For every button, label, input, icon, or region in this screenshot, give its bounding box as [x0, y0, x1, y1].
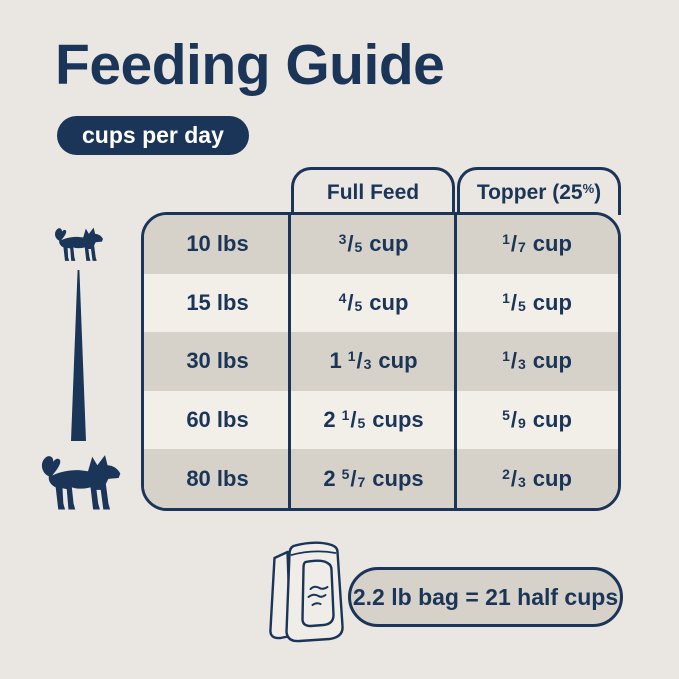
- weight-cell: 10 lbs: [186, 231, 249, 257]
- column-header-topper: Topper (25%): [457, 167, 621, 215]
- full-feed-cell: 3/5 cup: [338, 231, 409, 257]
- bag-yield-note: 2.2 lb bag = 21 half cups: [348, 567, 623, 627]
- table-rows: 10 lbs 3/5 cup 1/7 cup 15 lbs 4/5 cup 1/5 cup 30 l…: [144, 215, 618, 508]
- column-divider-2: [454, 215, 457, 508]
- table-row: 80 lbs 2 5/7 cups 2/3 cup: [144, 449, 618, 508]
- full-feed-cell: 1 1/3 cup: [329, 348, 418, 374]
- column-divider-1: [288, 215, 291, 508]
- column-header-full-feed: Full Feed: [291, 167, 455, 215]
- small-dog-icon: [55, 227, 103, 261]
- food-bag-icon: [269, 541, 344, 643]
- full-feed-cell: 2 5/7 cups: [323, 465, 424, 491]
- weight-cell: 60 lbs: [186, 407, 249, 433]
- table-row: 60 lbs 2 1/5 cups 5/9 cup: [144, 390, 618, 450]
- topper-label: Topper (25%): [476, 180, 602, 204]
- table-row: 30 lbs 1 1/3 cup 1/3 cup: [144, 332, 618, 391]
- full-feed-cell: 4/5 cup: [338, 289, 409, 315]
- cups-per-day-badge: cups per day: [57, 116, 249, 155]
- feeding-table: 10 lbs 3/5 cup 1/7 cup 15 lbs 4/5 cup 1/5 cup 30 l…: [141, 212, 621, 511]
- full-feed-label: Full Feed: [326, 180, 420, 204]
- topper-cell: 1/7 cup: [502, 231, 572, 257]
- size-increase-wedge: [71, 270, 86, 441]
- weight-cell: 80 lbs: [186, 465, 249, 491]
- topper-cell: 1/3 cup: [502, 348, 572, 374]
- topper-cell: 2/3 cup: [502, 465, 572, 491]
- table-row: 10 lbs 3/5 cup 1/7 cup: [144, 215, 618, 274]
- bag-yield-text: 2.2 lb bag = 21 half cups: [352, 583, 619, 610]
- topper-cell: 5/9 cup: [502, 407, 572, 433]
- weight-cell: 15 lbs: [186, 289, 249, 315]
- full-feed-cell: 2 1/5 cups: [323, 407, 424, 433]
- weight-cell: 30 lbs: [186, 348, 249, 374]
- cups-per-day-label: cups per day: [82, 122, 224, 148]
- large-dog-icon: [41, 455, 121, 510]
- topper-cell: 1/5 cup: [502, 289, 572, 315]
- percent-superscript: %: [582, 180, 595, 196]
- page-title: Feeding Guide: [55, 33, 445, 97]
- table-row: 15 lbs 4/5 cup 1/5 cup: [144, 273, 618, 333]
